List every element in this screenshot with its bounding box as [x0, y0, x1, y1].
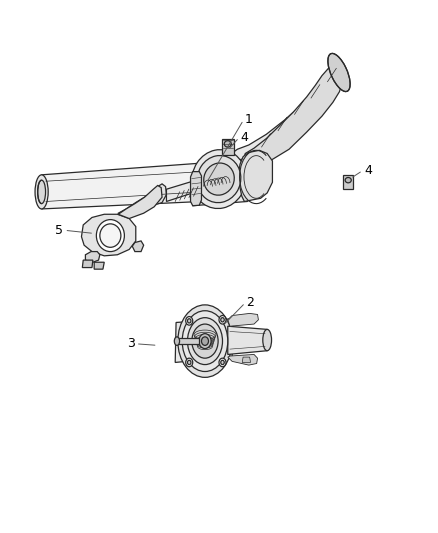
Polygon shape	[193, 154, 249, 206]
Ellipse shape	[96, 220, 124, 252]
Ellipse shape	[186, 358, 193, 367]
Polygon shape	[132, 241, 144, 252]
Ellipse shape	[182, 311, 228, 372]
Ellipse shape	[263, 329, 272, 351]
Polygon shape	[228, 326, 267, 354]
Polygon shape	[118, 184, 166, 214]
Ellipse shape	[186, 317, 193, 325]
Text: 2: 2	[247, 296, 254, 309]
Ellipse shape	[201, 337, 208, 345]
Polygon shape	[166, 181, 193, 201]
Ellipse shape	[224, 141, 231, 147]
Ellipse shape	[219, 358, 226, 367]
Polygon shape	[191, 172, 201, 206]
Text: 4: 4	[240, 131, 248, 144]
Ellipse shape	[187, 360, 191, 365]
Ellipse shape	[221, 360, 224, 365]
Text: 1: 1	[245, 114, 253, 126]
Polygon shape	[118, 185, 162, 219]
Ellipse shape	[345, 177, 351, 183]
Polygon shape	[228, 313, 258, 326]
Polygon shape	[177, 338, 199, 344]
Ellipse shape	[178, 305, 232, 377]
Polygon shape	[81, 214, 136, 256]
Polygon shape	[343, 175, 353, 189]
Polygon shape	[243, 65, 344, 162]
Ellipse shape	[187, 318, 223, 365]
Polygon shape	[42, 163, 201, 209]
Polygon shape	[82, 260, 93, 268]
Ellipse shape	[328, 53, 350, 92]
Text: 5: 5	[55, 224, 63, 237]
Polygon shape	[175, 319, 233, 362]
Ellipse shape	[204, 163, 234, 195]
Polygon shape	[232, 100, 315, 160]
Ellipse shape	[187, 319, 191, 323]
Ellipse shape	[199, 334, 211, 349]
Ellipse shape	[35, 175, 48, 209]
Polygon shape	[239, 150, 272, 201]
Ellipse shape	[174, 337, 180, 345]
Polygon shape	[242, 357, 251, 362]
Polygon shape	[94, 262, 104, 269]
Ellipse shape	[192, 150, 246, 208]
Text: 4: 4	[364, 164, 372, 177]
Polygon shape	[222, 139, 234, 155]
Ellipse shape	[192, 324, 218, 358]
Ellipse shape	[100, 224, 121, 247]
Polygon shape	[228, 354, 258, 365]
Polygon shape	[85, 252, 100, 262]
Ellipse shape	[197, 156, 241, 203]
Ellipse shape	[219, 316, 226, 324]
Ellipse shape	[221, 318, 224, 322]
Ellipse shape	[38, 180, 46, 204]
Text: 3: 3	[127, 337, 134, 350]
